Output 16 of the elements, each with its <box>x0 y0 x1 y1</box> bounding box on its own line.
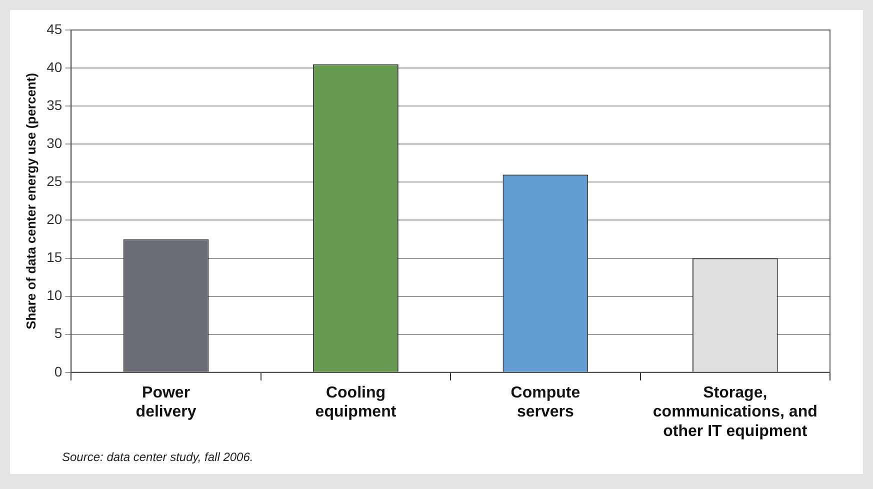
y-tick-label: 15 <box>46 249 62 266</box>
x-tick-label: Power delivery <box>136 384 196 421</box>
x-tick-label: Compute servers <box>510 384 580 421</box>
y-tick-label: 10 <box>46 287 62 304</box>
y-tick-label: 20 <box>46 211 62 228</box>
y-tick-label: 35 <box>46 96 62 113</box>
y-tick-label: 30 <box>46 134 62 151</box>
y-tick-label: 45 <box>46 20 62 37</box>
source-note: Source: data center study, fall 2006. <box>62 450 254 464</box>
y-tick-label: 25 <box>46 173 62 190</box>
y-tick-label: 40 <box>46 58 62 75</box>
x-tick-label: Storage, communications, and other IT equipment <box>652 384 818 440</box>
y-axis-title: Share of data center energy use (percent) <box>23 72 38 330</box>
y-tick-label: 0 <box>54 363 62 380</box>
x-tick-label: Cooling equipment <box>315 384 397 421</box>
y-tick-label: 5 <box>54 325 62 342</box>
